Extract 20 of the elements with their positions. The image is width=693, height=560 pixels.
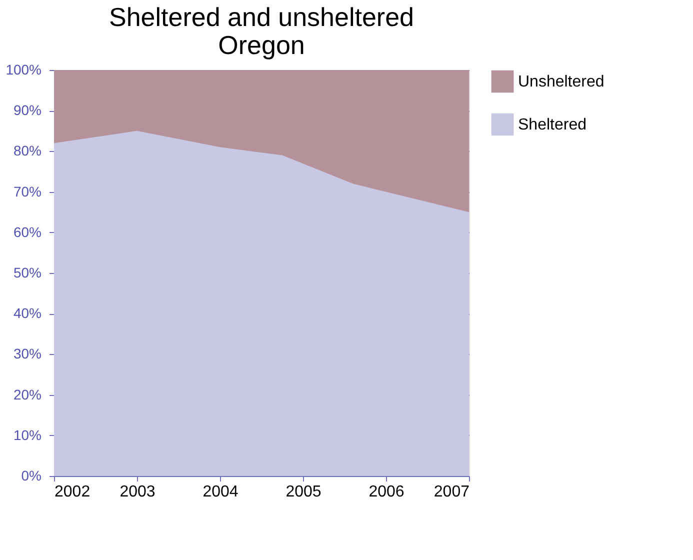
legend-label: Unsheltered xyxy=(518,74,604,90)
legend-label: Sheltered xyxy=(518,116,586,134)
x-tick-label: 2007 xyxy=(434,484,470,500)
y-tick-label: 100% xyxy=(6,62,42,78)
y-tick-label: 30% xyxy=(13,346,42,362)
chart-title: Sheltered and unsheltered Oregon xyxy=(108,2,414,60)
x-tick-label: 2004 xyxy=(202,484,238,500)
y-tick-label: 50% xyxy=(13,264,42,280)
y-tick-label: 70% xyxy=(13,183,42,200)
y-tick-label: 60% xyxy=(13,224,42,240)
y-tick-label: 0% xyxy=(21,468,42,484)
y-tick-label: 10% xyxy=(13,426,42,443)
x-tick-label: 2002 xyxy=(54,484,90,500)
y-tick-label: 80% xyxy=(13,142,42,159)
x-tick-label: 2003 xyxy=(120,484,156,500)
x-tick-label: 2005 xyxy=(286,484,322,500)
x-tick-label: 2006 xyxy=(368,484,404,500)
y-tick-label: 40% xyxy=(13,305,42,322)
y-tick-label: 90% xyxy=(13,102,42,118)
y-tick-label: 20% xyxy=(13,386,42,402)
